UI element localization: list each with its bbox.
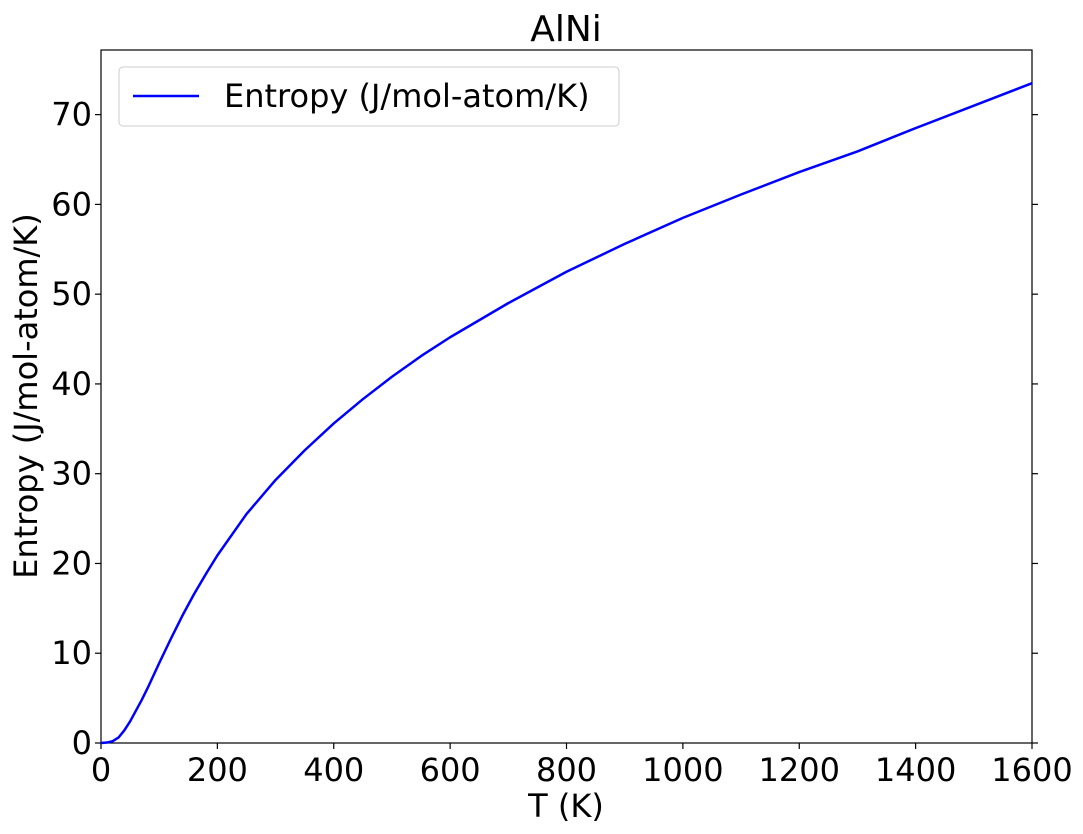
x-tick-label: 1400 [875, 751, 956, 789]
y-axis-ticks: 0 10 20 30 40 50 60 70 [51, 96, 1038, 762]
legend-label: Entropy (J/mol-atom/K) [224, 77, 590, 115]
axes-frame [100, 49, 1033, 744]
plot-area: 0 200 400 600 800 1000 1200 1400 1600 0 10 20 30 40 5… [51, 49, 1073, 789]
legend-box [118, 66, 620, 127]
x-tick-label: 0 [91, 751, 111, 789]
y-tick-label: 50 [51, 275, 92, 313]
x-axis-label: T (K) [527, 787, 604, 825]
legend: Entropy (J/mol-atom/K) [118, 66, 620, 127]
y-tick-label: 10 [51, 634, 92, 672]
x-tick-label: 400 [303, 751, 364, 789]
series-layer [100, 82, 1033, 745]
x-tick-label: 1600 [991, 751, 1072, 789]
y-tick-label: 0 [72, 724, 92, 762]
y-tick-label: 70 [51, 96, 92, 134]
x-tick-label: 1200 [759, 751, 840, 789]
y-axis-label: Entropy (J/mol-atom/K) [7, 213, 45, 579]
y-tick-label: 20 [51, 544, 92, 582]
x-tick-label: 1000 [642, 751, 723, 789]
chart-title: AlNi [530, 9, 602, 50]
x-axis-ticks: 0 200 400 600 800 1000 1200 1400 1600 [91, 743, 1073, 789]
y-tick-label: 40 [51, 365, 92, 403]
x-tick-label: 200 [187, 751, 248, 789]
y-tick-label: 30 [51, 455, 92, 493]
series-line-0 [100, 82, 1033, 745]
y-tick-label: 60 [51, 185, 92, 223]
x-tick-label: 800 [536, 751, 597, 789]
x-tick-label: 600 [420, 751, 481, 789]
